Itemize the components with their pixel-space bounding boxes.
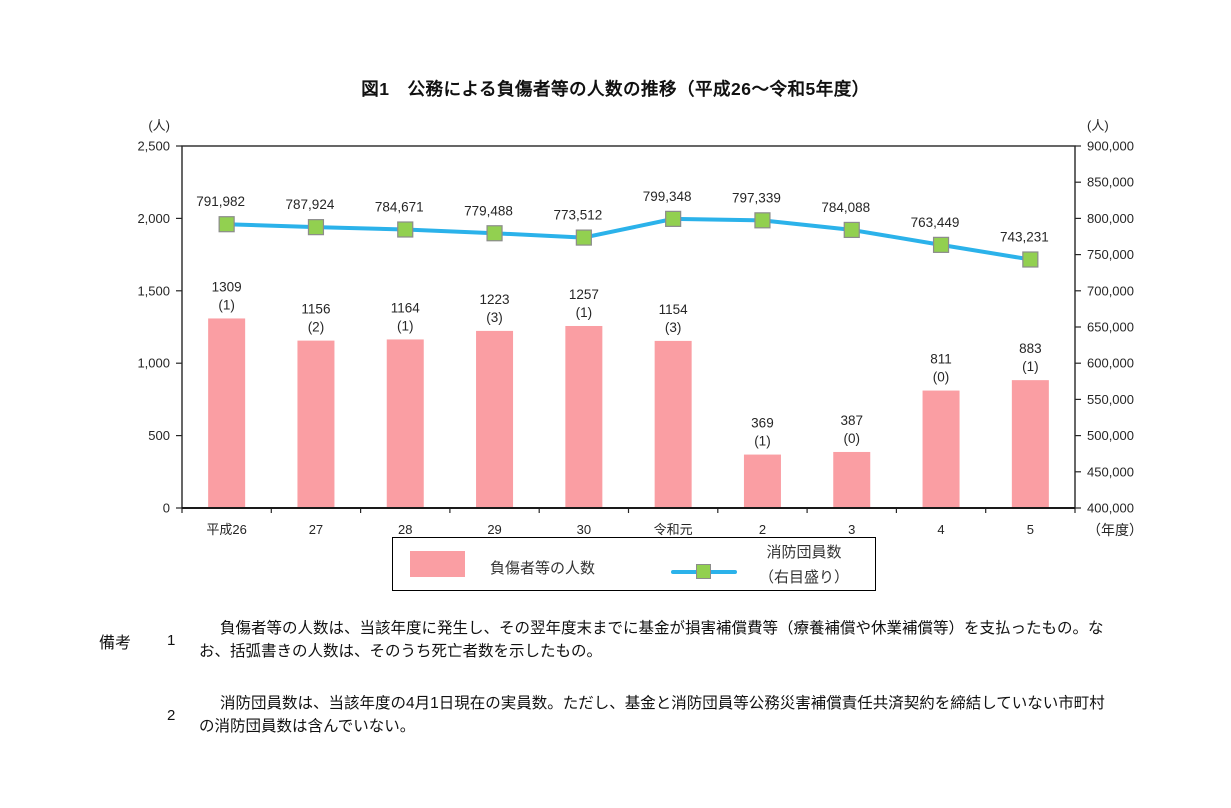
x-axis-label: 平成26 xyxy=(206,522,246,537)
bar-value-label: 1156 xyxy=(301,302,330,317)
x-axis-label: 3 xyxy=(848,522,855,537)
note-item: 2 消防団員数は、当該年度の4月1日現在の実員数。ただし、基金と消防団員等公務災… xyxy=(167,692,1145,738)
left-axis-tick-label: 1,500 xyxy=(137,283,170,298)
bar-deaths-label: (1) xyxy=(576,305,593,320)
right-axis-tick-label: 600,000 xyxy=(1087,356,1134,371)
note-item: 1 負傷者等の人数は、当該年度に発生し、その翌年度末までに基金が損害補償費等（療… xyxy=(167,617,1145,663)
line-legend-label-unit: （右目盛り） xyxy=(758,569,849,586)
x-axis-label: 5 xyxy=(1027,522,1034,537)
right-axis-tick-label: 900,000 xyxy=(1087,139,1134,154)
right-axis-unit: (人) xyxy=(1087,118,1109,133)
right-axis-tick-label: 400,000 xyxy=(1087,501,1134,516)
bar-value-label: 811 xyxy=(930,352,952,367)
bar-deaths-label: (1) xyxy=(754,434,771,449)
bar-legend-swatch-icon xyxy=(410,551,465,577)
bar-value-label: 1257 xyxy=(569,287,599,302)
line-marker xyxy=(1022,251,1039,268)
line-value-label: 787,924 xyxy=(286,197,335,212)
line-legend-marker-icon xyxy=(696,564,711,579)
right-axis-tick-label: 500,000 xyxy=(1087,428,1134,443)
line-marker xyxy=(397,221,414,238)
x-axis-label: 令和元 xyxy=(654,522,693,537)
bar xyxy=(1011,380,1049,508)
line-marker xyxy=(307,219,325,236)
bar xyxy=(565,325,603,508)
bar-deaths-label: (3) xyxy=(665,320,682,335)
bar xyxy=(743,454,781,508)
right-axis-tick-label: 800,000 xyxy=(1087,211,1134,226)
right-axis-tick-label: 550,000 xyxy=(1087,392,1134,407)
left-axis-tick-label: 1,000 xyxy=(137,356,170,371)
bar xyxy=(476,330,514,508)
right-axis-tick-label: 850,000 xyxy=(1087,175,1134,190)
bar-deaths-label: (2) xyxy=(308,320,325,335)
bar-value-label: 1309 xyxy=(212,279,242,294)
left-axis-tick-label: 0 xyxy=(163,501,170,516)
bar-deaths-label: (0) xyxy=(844,431,861,446)
bar xyxy=(922,390,960,508)
left-axis-tick-label: 500 xyxy=(148,428,170,443)
legend: 負傷者等の人数 消防団員数 （右目盛り） xyxy=(392,537,876,591)
bar-legend-label: 負傷者等の人数 xyxy=(490,560,596,577)
bar-deaths-label: (1) xyxy=(397,318,414,333)
note-number: 2 xyxy=(167,706,176,724)
line-value-label: 763,449 xyxy=(911,215,960,230)
notes-label: 備考 xyxy=(99,635,132,652)
x-axis-label: 29 xyxy=(487,522,501,537)
line-value-label: 779,488 xyxy=(464,203,513,218)
bar-value-label: 1223 xyxy=(480,292,510,307)
bar-value-label: 387 xyxy=(840,413,863,428)
note-text: 負傷者等の人数は、当該年度に発生し、その翌年度末までに基金が損害補償費等（療養補… xyxy=(199,620,1104,660)
right-axis-tick-label: 450,000 xyxy=(1087,464,1134,479)
right-axis-tick-label: 700,000 xyxy=(1087,283,1134,298)
line-marker xyxy=(932,236,950,253)
line-path xyxy=(224,216,1033,262)
line-value-label: 743,231 xyxy=(1000,230,1049,245)
bar-value-label: 1164 xyxy=(391,300,421,315)
x-axis-label: 30 xyxy=(577,522,591,537)
bar-deaths-label: (1) xyxy=(1022,359,1039,374)
bar xyxy=(297,340,335,508)
x-axis-label: 2 xyxy=(759,522,766,537)
x-axis-label: 4 xyxy=(937,522,944,537)
left-axis-tick-label: 2,500 xyxy=(137,139,170,154)
bar xyxy=(208,318,246,508)
line-legend-label-name: 消防団員数 xyxy=(766,544,842,561)
bar xyxy=(386,339,424,508)
combo-chart: 0 500 1,000 1,500 2,000 2,500 (人) 400,000 450,00… xyxy=(137,118,1143,538)
line-marker xyxy=(665,210,682,227)
line-value-label: 791,982 xyxy=(196,194,245,209)
left-axis-tick-label: 2,000 xyxy=(137,211,170,226)
chart-title: 図1 公務による負傷者等の人数の推移（平成26～令和5年度） xyxy=(361,79,870,99)
line-marker xyxy=(843,221,860,239)
notes-section: 備考 1 負傷者等の人数は、当該年度に発生し、その翌年度末までに基金が損害補償費… xyxy=(99,617,1145,767)
note-number: 1 xyxy=(167,631,176,649)
line-legend-sample-icon xyxy=(671,564,737,580)
right-axis-tick-label: 750,000 xyxy=(1087,247,1134,262)
line-value-label: 773,512 xyxy=(553,208,602,223)
note-text: 消防団員数は、当該年度の4月1日現在の実員数。ただし、基金と消防団員等公務災害補… xyxy=(199,695,1105,735)
line-value-label: 799,348 xyxy=(643,189,692,204)
right-axis-tick-label: 650,000 xyxy=(1087,320,1134,335)
x-axis-label: 27 xyxy=(309,522,323,537)
bar xyxy=(654,340,692,508)
bar-deaths-label: (0) xyxy=(933,370,950,385)
line-value-label: 797,339 xyxy=(732,190,781,205)
bar-value-label: 369 xyxy=(751,416,774,431)
line-marker xyxy=(754,212,771,229)
bar-deaths-label: (3) xyxy=(486,310,503,325)
line-marker xyxy=(486,225,503,242)
bar-value-label: 1154 xyxy=(659,302,689,317)
line-value-label: 784,671 xyxy=(375,199,424,214)
line-value-label: 784,088 xyxy=(821,200,870,215)
bar-value-label: 883 xyxy=(1019,341,1042,356)
left-axis-unit: (人) xyxy=(148,118,170,133)
bar xyxy=(833,451,871,508)
bar-deaths-label: (1) xyxy=(218,297,235,312)
x-axis-label: 28 xyxy=(398,522,412,537)
line-legend-label: 消防団員数 （右目盛り） xyxy=(738,540,870,590)
line-marker xyxy=(575,229,592,246)
line-marker xyxy=(218,216,235,233)
x-axis-unit: （年度） xyxy=(1087,522,1143,538)
